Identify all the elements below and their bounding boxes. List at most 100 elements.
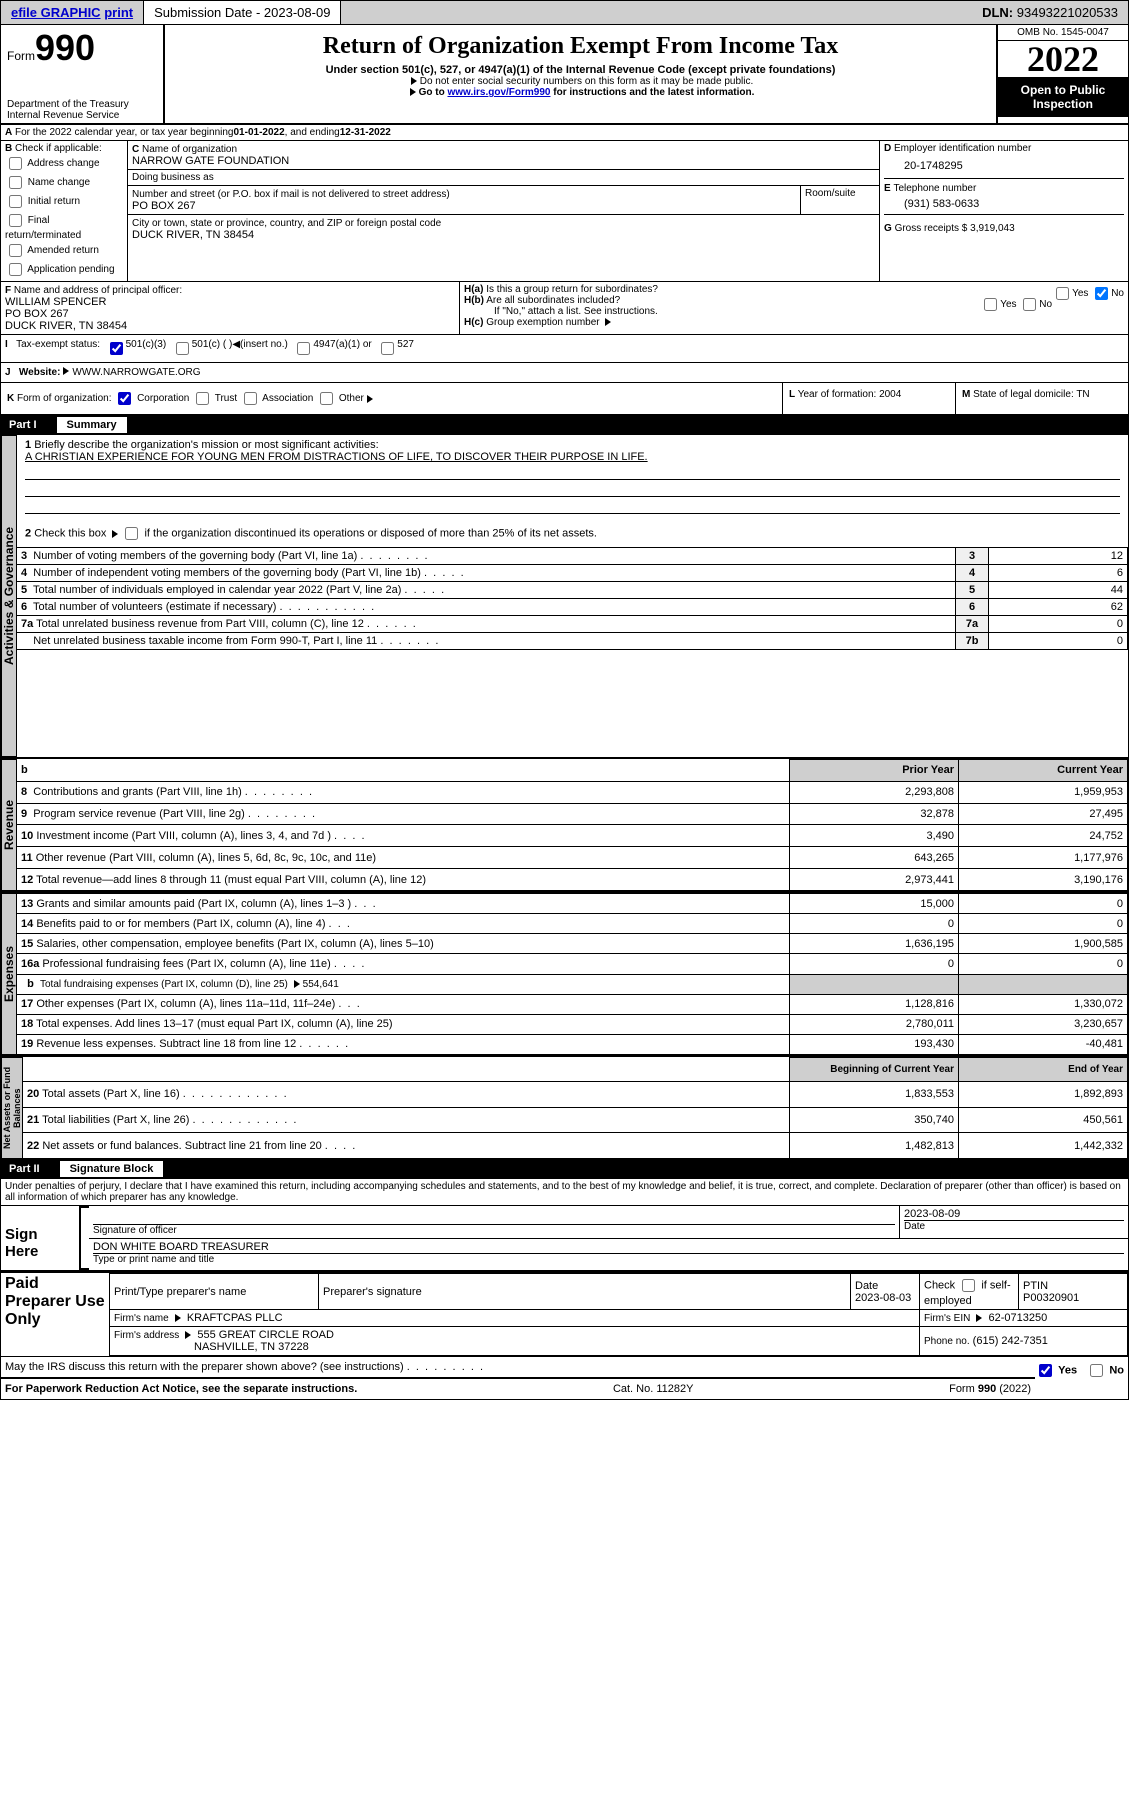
line3-value: 12 [989,548,1128,565]
check-amended[interactable] [9,244,22,257]
hc-text: Group exemption number [486,317,599,328]
l-label: Year of formation: [798,389,879,400]
efile-link[interactable]: efile GRAPHIC [11,5,101,20]
hdr-current: Current Year [959,760,1128,782]
line-a-mid: , and ending [285,127,340,138]
check-self-employed[interactable] [962,1279,975,1292]
form-title: Return of Organization Exempt From Incom… [169,33,992,60]
type-name-label: Type or print name and title [93,1253,1124,1265]
hb-yes[interactable] [984,298,997,311]
form-number: 990 [35,27,95,68]
table-row: 9 Program service revenue (Part VIII, li… [17,803,1128,825]
tax-year: 2022 [998,41,1128,77]
sig-date-label: Date [904,1220,1124,1232]
firm-addr-value: 555 GREAT CIRCLE ROAD [197,1329,334,1341]
dln-label: DLN: [982,5,1017,20]
org-name: NARROW GATE FOUNDATION [132,155,289,167]
check-trust[interactable] [196,392,209,405]
table-row: 10 Investment income (Part VIII, column … [17,825,1128,847]
firm-ein-value: 62-0713250 [988,1312,1047,1324]
print-link[interactable]: print [104,5,133,20]
check-501c[interactable] [176,342,189,355]
check-app-pending[interactable] [9,263,22,276]
table-row: b Total fundraising expenses (Part IX, c… [17,974,1128,994]
ha-text: Is this a group return for subordinates? [486,284,658,295]
arrow-icon [367,395,373,403]
line6-value: 62 [989,599,1128,616]
line4-value: 6 [989,565,1128,582]
check-final-return[interactable] [9,214,22,227]
dln-value: 93493221020533 [1017,5,1118,20]
org-city: DUCK RIVER, TN 38454 [132,229,254,241]
side-netassets: Net Assets or Fund Balances [1,1057,23,1159]
hdr-end: End of Year [959,1058,1128,1082]
table-row: Net unrelated business taxable income fr… [17,633,1128,650]
domicile-state: TN [1076,389,1089,400]
hb-no[interactable] [1023,298,1036,311]
side-revenue: Revenue [1,759,17,891]
hdr-prior: Prior Year [790,760,959,782]
table-row: 22 Net assets or fund balances. Subtract… [23,1133,1128,1159]
table-row: 17 Other expenses (Part IX, column (A), … [17,994,1128,1014]
check-other[interactable] [320,392,333,405]
irs-link[interactable]: www.irs.gov/Form990 [447,87,550,98]
gross-label: Gross receipts $ [895,223,968,234]
arrow-icon [976,1314,982,1322]
discuss-no[interactable] [1090,1364,1103,1377]
ha-yes[interactable] [1056,287,1069,300]
ha-no[interactable] [1095,287,1108,300]
note-goto-b: for instructions and the latest informat… [550,87,754,98]
city-label: City or town, state or province, country… [132,218,441,229]
org-addr: PO BOX 267 [132,200,196,212]
officer-addr2: DUCK RIVER, TN 38454 [5,320,127,332]
inspection-badge: Open to Public Inspection [998,77,1128,117]
sign-here-label: Sign Here [1,1206,79,1270]
arrow-icon [294,980,300,988]
note-ssn: Do not enter social security numbers on … [420,76,753,87]
check-discontinued[interactable] [125,527,138,540]
part1-num: Part I [9,419,37,431]
form-word: Form [7,49,35,63]
c-name-label: Name of organization [142,144,237,155]
discuss-yes[interactable] [1039,1364,1052,1377]
check-initial-return[interactable] [9,195,22,208]
submission-label: Submission Date - [154,5,264,20]
table-row: 11 Other revenue (Part VIII, column (A),… [17,847,1128,869]
m-label: State of legal domicile: [973,389,1076,400]
side-expenses: Expenses [1,893,17,1055]
check-501c3[interactable] [110,342,123,355]
check-4947[interactable] [297,342,310,355]
line1-text: Briefly describe the organization's miss… [34,439,378,451]
form-subtitle: Under section 501(c), 527, or 4947(a)(1)… [169,64,992,76]
phone-value: (931) 583-0633 [884,194,1124,214]
arrow-icon [411,77,417,85]
bracket-icon [79,1206,89,1270]
check-assoc[interactable] [244,392,257,405]
part2-num: Part II [9,1163,40,1175]
ein-label: Employer identification number [894,143,1031,154]
table-row: 5 Total number of individuals employed i… [17,582,1128,599]
table-row: 14 Benefits paid to or for members (Part… [17,914,1128,934]
gross-value: 3,919,043 [970,223,1015,234]
i-label: Tax-exempt status: [16,339,100,358]
officer-addr1: PO BOX 267 [5,308,69,320]
check-corp[interactable] [118,392,131,405]
phone-label: Telephone number [893,183,976,194]
ein-value: 20-1748295 [884,154,1124,178]
arrow-icon [410,88,416,96]
hdr-beginning: Beginning of Current Year [790,1058,959,1082]
room-label: Room/suite [801,186,879,214]
irs-text: Internal Revenue Service [7,110,157,121]
arrow-icon [112,530,118,538]
check-name-change[interactable] [9,176,22,189]
j-label: Website: [19,367,61,378]
check-address-change[interactable] [9,157,22,170]
footer-mid: Cat. No. 11282Y [613,1383,694,1395]
table-row: 6 Total number of volunteers (estimate i… [17,599,1128,616]
check-527[interactable] [381,342,394,355]
officer-name: WILLIAM SPENCER [5,296,106,308]
sig-date-value: 2023-08-09 [904,1208,960,1220]
line7b-value: 0 [989,633,1128,650]
year-begin: 01-01-2022 [234,127,285,138]
footer-left: For Paperwork Reduction Act Notice, see … [5,1383,357,1395]
